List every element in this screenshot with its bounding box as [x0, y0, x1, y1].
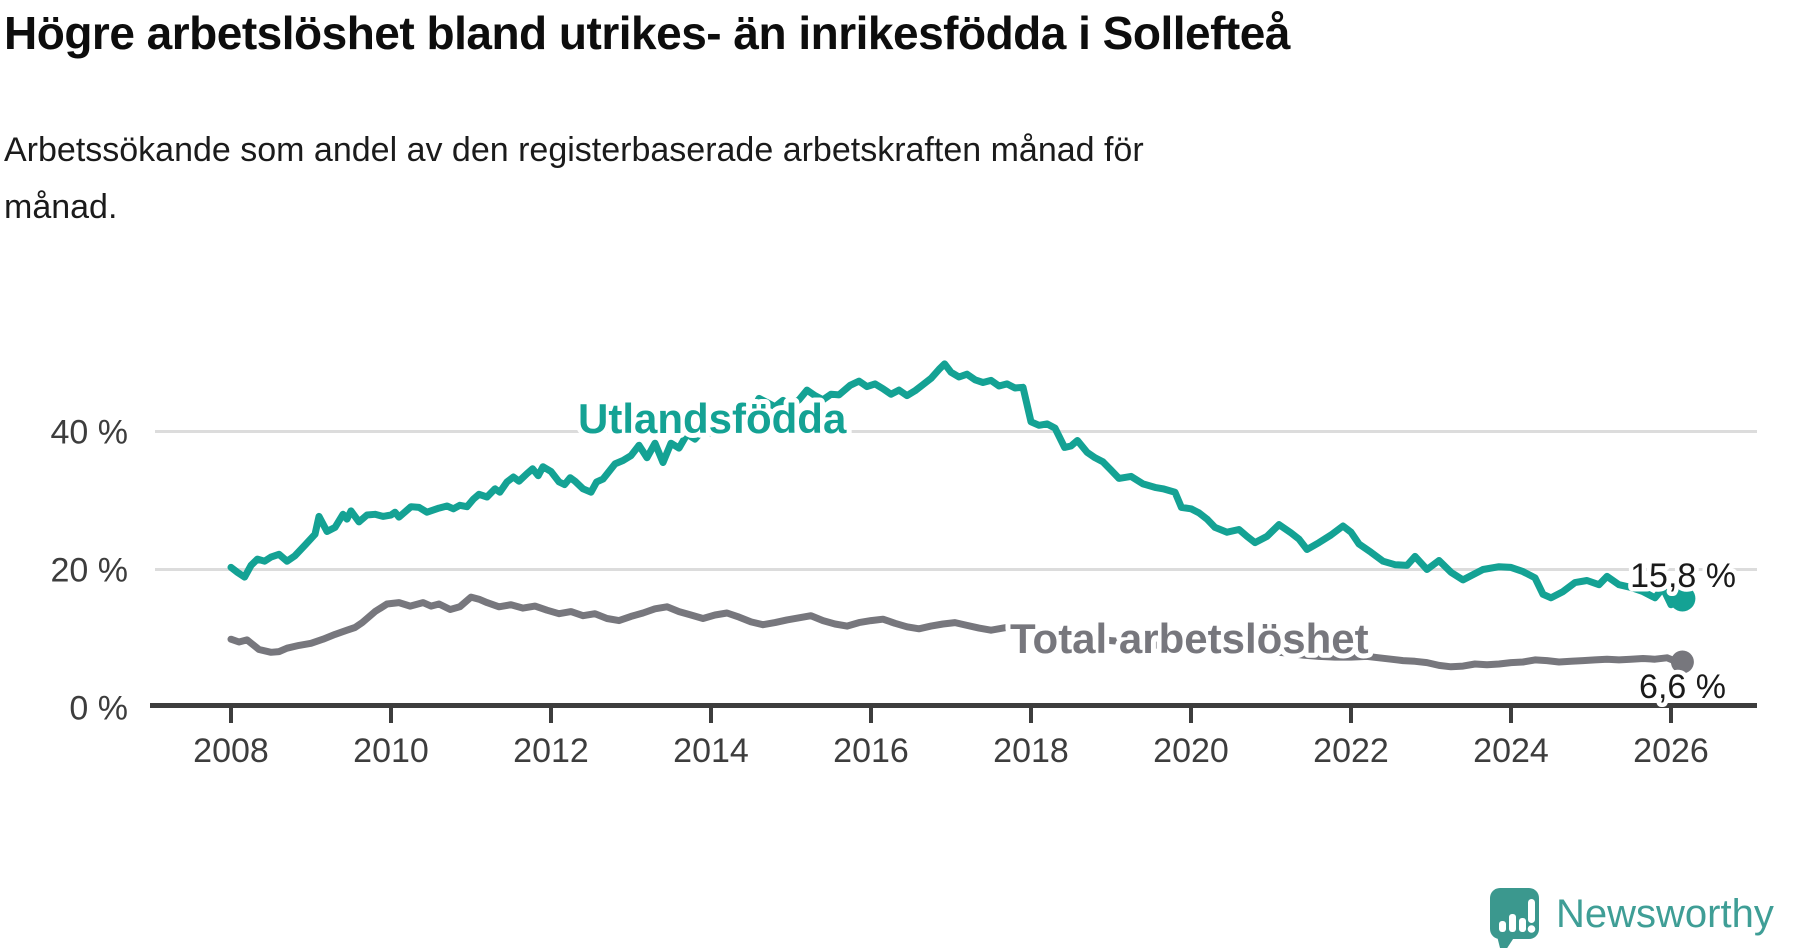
x-axis-label-2008: 2008 — [193, 732, 269, 770]
x-axis: 2008 2010 2012 2014 2016 2018 2020 2022 2024 2026 — [150, 703, 1757, 770]
bar-chart-icon — [1499, 914, 1526, 932]
x-axis-label-2012: 2012 — [513, 732, 589, 770]
series-lines — [227, 360, 1696, 674]
x-axis-label-2024: 2024 — [1473, 732, 1549, 770]
x-axis-label-2022: 2022 — [1313, 732, 1389, 770]
gridlines: 40 % 20 % 0 % — [51, 414, 1757, 728]
y-axis-label-40: 40 % — [51, 414, 129, 452]
series-label-utlandsfodda: Utlandsfödda — [578, 395, 847, 442]
x-axis-label-2016: 2016 — [833, 732, 909, 770]
newsworthy-logo: Newsworthy — [1490, 888, 1774, 948]
series-line-total — [227, 593, 1681, 671]
series-label-total: Total arbetslöshet — [1010, 615, 1369, 662]
y-axis-label-20: 20 % — [51, 552, 129, 590]
page-title: Högre arbetslöshet bland utrikes- än inr… — [4, 7, 1290, 59]
x-axis-label-2014: 2014 — [673, 732, 749, 770]
series-labels: Utlandsfödda Total arbetslöshet 15,8 % 6,6 … — [573, 390, 1741, 711]
x-axis-label-2020: 2020 — [1153, 732, 1229, 770]
series-end-dot-total — [1670, 650, 1694, 674]
y-axis-label-0: 0 % — [69, 690, 128, 728]
end-value-label-utlandsfodda: 15,8 % — [1630, 557, 1736, 595]
x-axis-label-2010: 2010 — [353, 732, 429, 770]
series-end-dot-utlandsfodda — [1669, 585, 1696, 612]
exclamation-icon — [1527, 899, 1536, 933]
end-value-label-total: 6,6 % — [1639, 668, 1726, 706]
page-subtitle: Arbetssökande som andel av den registerb… — [4, 131, 1144, 227]
series-line-utlandsfodda — [227, 360, 1681, 609]
x-axis-label-2018: 2018 — [993, 732, 1069, 770]
logo-text: Newsworthy — [1556, 892, 1774, 936]
x-axis-label-2026: 2026 — [1633, 732, 1709, 770]
